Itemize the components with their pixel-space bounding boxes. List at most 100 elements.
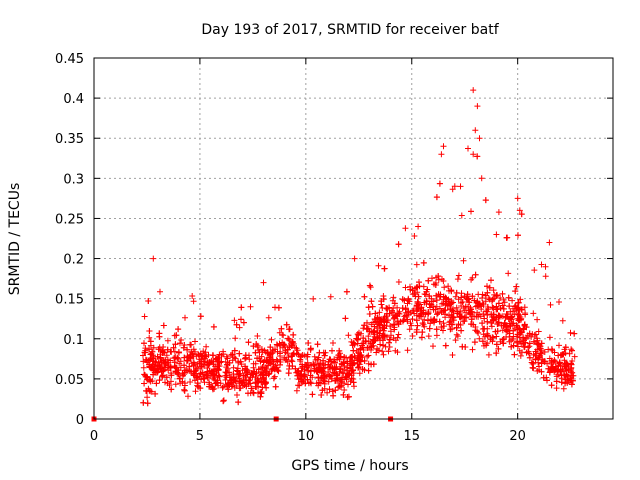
data-point: [277, 359, 284, 365]
data-point: [141, 380, 148, 387]
data-point: [556, 342, 562, 349]
data-point: [258, 390, 265, 397]
data-point: [474, 309, 481, 316]
data-point: [281, 342, 288, 349]
data-point: [447, 326, 454, 333]
data-point: [528, 359, 535, 366]
data-point: [167, 364, 174, 371]
data-point: [421, 323, 428, 330]
data-point: [447, 318, 454, 325]
data-point: [192, 388, 199, 395]
data-point: [468, 276, 475, 283]
data-point: [440, 327, 446, 334]
data-point: [305, 367, 311, 374]
data-point: [146, 346, 153, 353]
data-point: [568, 346, 575, 353]
data-point: [536, 345, 543, 352]
data-point: [411, 290, 418, 297]
data-point: [336, 356, 343, 363]
data-point: [542, 263, 549, 270]
data-point: [445, 296, 452, 303]
data-point: [562, 376, 569, 383]
data-point: [436, 180, 443, 187]
data-point: [190, 359, 197, 366]
y-tick-label: 0: [76, 413, 84, 428]
data-point: [538, 368, 545, 375]
data-point: [415, 223, 422, 230]
data-point: [318, 392, 325, 398]
data-point: [442, 307, 449, 314]
data-point: [565, 378, 572, 385]
data-point: [273, 364, 280, 371]
data-point: [172, 381, 179, 388]
data-point: [164, 337, 171, 344]
data-point: [348, 362, 355, 369]
data-point: [155, 346, 162, 353]
data-point: [357, 346, 364, 353]
data-point: [236, 370, 243, 377]
data-point: [297, 356, 304, 363]
data-point: [247, 303, 254, 310]
data-point: [200, 375, 207, 382]
data-point: [476, 135, 483, 142]
data-point: [231, 317, 238, 324]
x-axis-label: GPS time / hours: [291, 458, 408, 474]
data-point: [363, 326, 370, 333]
data-point: [175, 326, 182, 333]
data-point: [286, 326, 293, 333]
data-point: [404, 300, 411, 307]
data-point: [515, 232, 521, 239]
data-point: [255, 366, 262, 373]
data-point: [305, 380, 312, 387]
data-point: [534, 337, 541, 344]
data-point: [160, 322, 167, 329]
data-point: [313, 368, 320, 375]
data-point: [286, 366, 292, 372]
data-point: [157, 288, 163, 295]
data-point: [327, 363, 334, 370]
data-point: [345, 381, 351, 388]
data-point: [181, 386, 188, 393]
data-point: [469, 293, 476, 300]
data-point: [488, 323, 495, 330]
y-axis-label: SRMTID / TECUs: [7, 183, 23, 296]
data-point: [425, 309, 432, 315]
data-point: [159, 372, 166, 379]
data-point: [250, 389, 257, 396]
x-tick-label: 0: [90, 429, 98, 444]
data-point: [273, 341, 280, 348]
data-point: [479, 291, 486, 298]
data-point: [499, 290, 506, 297]
data-point: [413, 284, 420, 291]
data-point: [499, 336, 506, 343]
data-point: [544, 377, 550, 384]
data-point: [224, 382, 231, 389]
data-point: [256, 355, 263, 362]
data-point: [220, 351, 227, 358]
data-point: [484, 312, 491, 318]
data-point: [413, 317, 420, 324]
data-point: [255, 378, 262, 385]
data-point: [484, 283, 490, 290]
data-point: [154, 353, 161, 360]
data-point: [567, 329, 574, 336]
data-point: [474, 302, 481, 309]
data-point: [350, 347, 357, 354]
data-point: [557, 366, 564, 373]
data-point: [374, 345, 381, 352]
data-point: [390, 294, 397, 301]
data-point: [203, 372, 210, 378]
data-point: [465, 296, 471, 303]
data-point: [299, 361, 305, 368]
data-point: [204, 369, 211, 376]
data-point: [387, 323, 394, 330]
data-point: [484, 332, 491, 339]
data-point: [146, 328, 153, 334]
data-point: [516, 347, 523, 354]
data-point: [468, 321, 475, 327]
data-point: [426, 292, 433, 299]
data-point: [309, 391, 316, 398]
data-point: [407, 283, 413, 290]
data-point: [168, 378, 174, 385]
data-point: [380, 351, 387, 358]
